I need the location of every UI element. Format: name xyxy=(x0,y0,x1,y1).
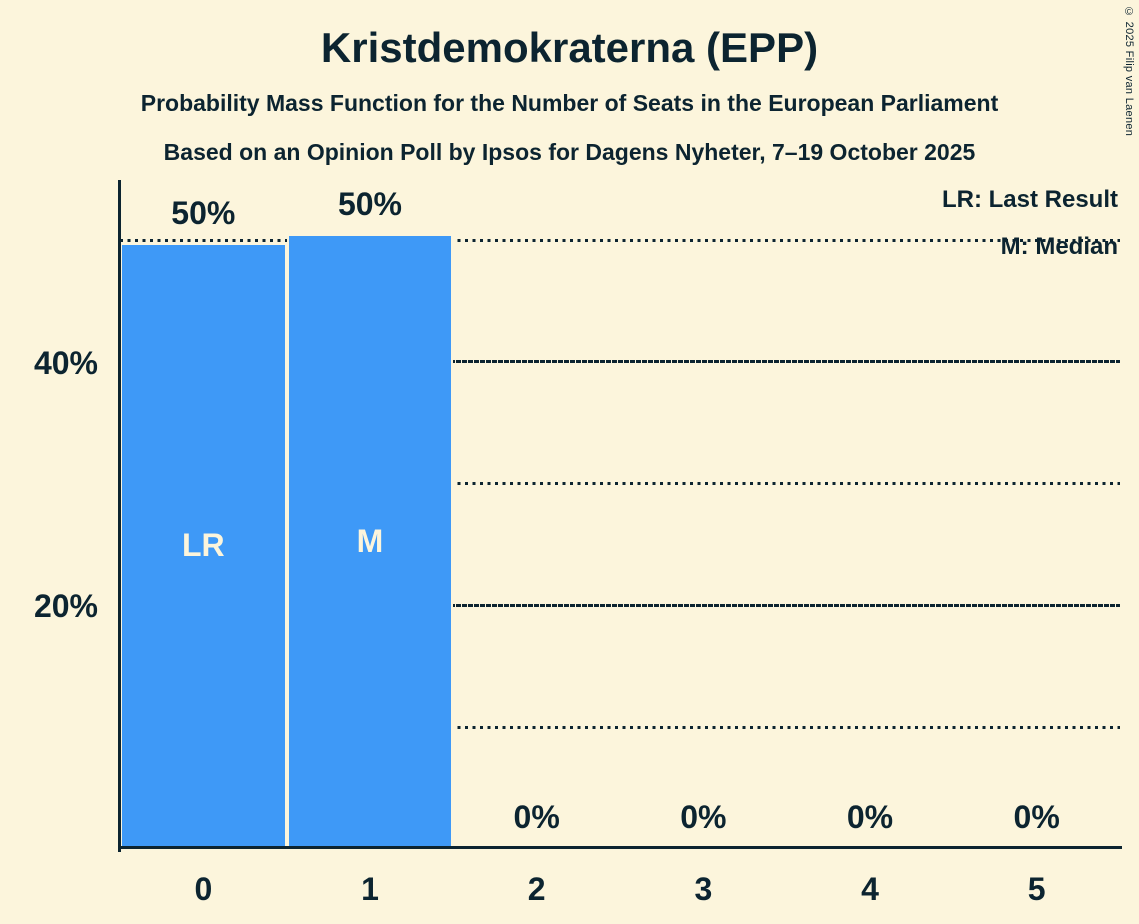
chart-subtitle: Probability Mass Function for the Number… xyxy=(140,90,999,116)
bar-value-label-3: 0% xyxy=(680,799,727,835)
bar-seats-1 xyxy=(286,236,454,849)
bar-annotation-lr: LR xyxy=(182,527,225,564)
x-axis xyxy=(118,846,1122,849)
gridline-20pct xyxy=(120,603,1120,607)
copyright-notice: © 2025 Filip van Laenen xyxy=(1123,6,1135,137)
gridline-50pct xyxy=(120,238,1120,242)
bar-value-label-0: 50% xyxy=(171,194,236,231)
x-tick-label-3: 3 xyxy=(694,871,713,907)
legend-median: M: Median xyxy=(1000,233,1118,260)
gridline-40pct xyxy=(120,360,1120,364)
x-tick-label-1: 1 xyxy=(361,871,379,907)
chart-source-line: Based on an Opinion Poll by Ipsos for Da… xyxy=(163,139,976,165)
bar-value-label-5: 0% xyxy=(1013,799,1060,835)
chart-legend: LR: Last Result M: Median xyxy=(942,176,1118,270)
y-tick-label-40: 40% xyxy=(33,344,98,381)
bar-value-label-1: 50% xyxy=(337,186,402,223)
y-tick-label-20: 20% xyxy=(33,588,98,625)
x-tick-labels: 0 1 2 3 4 5 xyxy=(120,866,1120,912)
bar-annotation-m: M xyxy=(356,523,384,560)
legend-last-result: LR: Last Result xyxy=(941,186,1118,213)
plot-area: 50% LR 50% M 0% 0% 0% 0% xyxy=(118,180,1122,852)
page-title: Kristdemokraterna (EPP) xyxy=(320,24,819,71)
y-axis xyxy=(118,180,121,852)
x-tick-label-2: 2 xyxy=(527,871,546,907)
gridline-30pct xyxy=(120,482,1120,486)
x-tick-label-4: 4 xyxy=(861,871,879,907)
x-tick-label-5: 5 xyxy=(1027,871,1046,907)
bar-value-label-4: 0% xyxy=(846,799,894,835)
x-tick-label-0: 0 xyxy=(194,871,213,907)
gridline-10pct xyxy=(120,725,1120,729)
bar-value-label-2: 0% xyxy=(513,799,560,835)
